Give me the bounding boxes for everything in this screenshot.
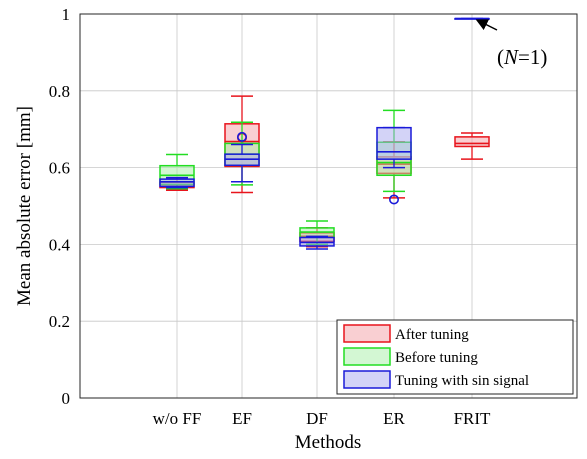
series-tuning-with-sin-signal <box>159 17 490 250</box>
box-ef <box>224 131 260 183</box>
y-tick-label: 0 <box>62 389 71 408</box>
box-frit <box>454 132 490 160</box>
box-w-o-ff <box>159 176 195 189</box>
box-er <box>376 126 412 205</box>
legend: After tuning Before tuning Tuning with sin… <box>336 319 574 395</box>
legend-swatch <box>343 347 391 366</box>
legend-entry: Tuning with sin signal <box>343 370 529 389</box>
x-tick-label: EF <box>232 409 252 428</box>
box-body <box>454 136 490 148</box>
legend-label: After tuning <box>395 327 469 343</box>
y-tick-label: 0.6 <box>49 159 70 178</box>
outlier-point <box>237 131 248 142</box>
annotation-italic: N <box>503 45 519 69</box>
x-tick-label: FRIT <box>454 409 491 428</box>
y-tick-label: 0.8 <box>49 82 70 101</box>
y-tick-label: 0.2 <box>49 312 70 331</box>
legend-entry: After tuning <box>343 324 469 343</box>
y-axis-label: Mean absolute error [mm] <box>14 106 35 306</box>
plot-frame <box>79 13 578 399</box>
box-frit <box>454 17 490 20</box>
legend-swatch <box>343 324 391 343</box>
annotation-prefix: ( <box>497 45 504 69</box>
box-df <box>299 235 335 250</box>
outlier-point <box>388 194 399 205</box>
legend-label: Before tuning <box>395 350 478 366</box>
legend-label: Tuning with sin signal <box>395 373 529 389</box>
legend-entry: Before tuning <box>343 347 478 366</box>
box-body <box>159 178 195 188</box>
legend-swatch <box>343 370 391 389</box>
x-tick-label: DF <box>306 409 328 428</box>
x-tick-label: w/o FF <box>153 409 202 428</box>
x-axis-label: Methods <box>295 432 362 453</box>
y-tick-labels: 0 0.2 0.4 0.6 0.8 1 <box>49 5 71 408</box>
box-body <box>376 126 412 160</box>
x-tick-label: ER <box>383 409 405 428</box>
y-tick-label: 0.4 <box>49 235 71 254</box>
annotation-text: (N=1) <box>497 45 547 69</box>
y-tick-label: 1 <box>62 5 71 24</box>
sample-size-annotation: (N=1) <box>475 19 547 69</box>
box-series <box>159 17 490 250</box>
x-tick-labels: w/o FF EF DF ER FRIT <box>153 409 491 428</box>
annotation-arrow <box>475 19 498 31</box>
annotation-suffix: =1) <box>518 45 547 69</box>
